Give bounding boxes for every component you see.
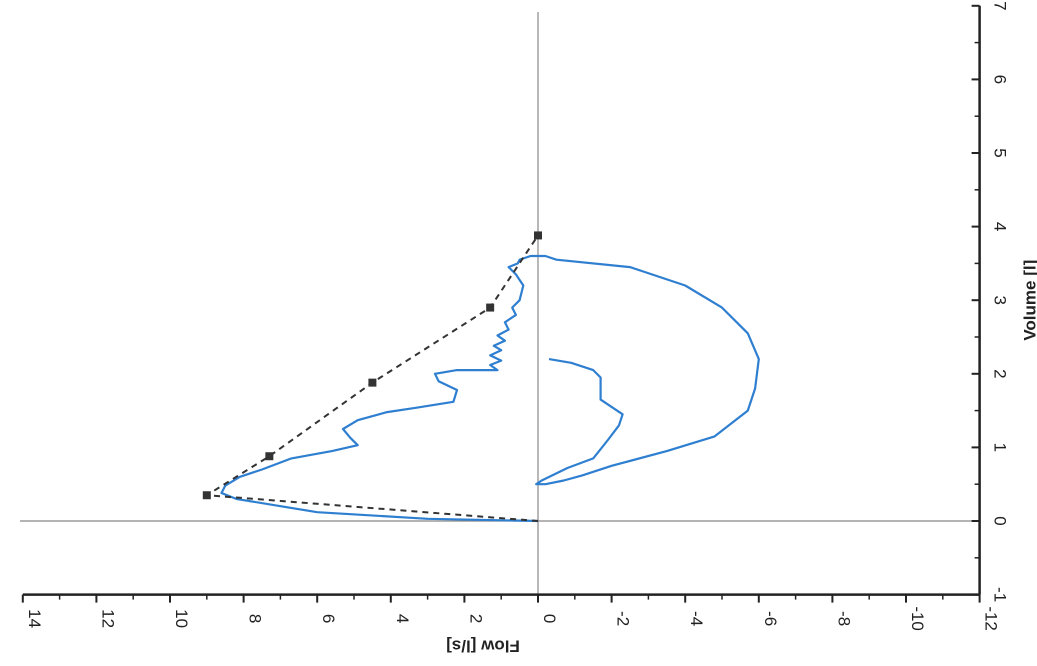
flow-tick-label: 2: [466, 614, 485, 623]
data-series: [202, 231, 760, 523]
flow-tick-label: 8: [246, 614, 265, 623]
volume-tick-label: 0: [991, 516, 1010, 525]
volume-tick-label: -1: [991, 587, 1010, 602]
volume-tick-label: 2: [991, 369, 1010, 378]
flow-tick-label: -8: [834, 611, 853, 626]
flow-tick-label: 0: [540, 614, 559, 623]
flow-axis-title: Flow [l/s]: [446, 637, 520, 656]
volume-tick-label: 4: [991, 222, 1010, 231]
volume-tick-label: 7: [991, 1, 1010, 10]
volume-axis-title: Volume [l]: [1021, 260, 1037, 341]
flow-tick-label: 10: [172, 609, 191, 628]
zero-reference-lines: [20, 12, 980, 595]
flow-tick-label: -10: [908, 606, 927, 631]
predicted-point: [202, 491, 211, 500]
volume-tick-label: 3: [991, 295, 1010, 304]
volume-tick-label: 6: [991, 75, 1010, 84]
predicted-point: [486, 303, 495, 312]
predicted-point: [534, 231, 542, 240]
measured-flow-volume-loop: [220, 254, 760, 523]
flow-tick-label: -6: [761, 611, 780, 626]
volume-tick-label: 1: [991, 443, 1010, 452]
flow-tick-label: 6: [319, 614, 338, 623]
flow-tick-label: 14: [25, 609, 44, 628]
predicted-envelope-line: [203, 234, 539, 522]
predicted-point: [265, 452, 274, 461]
predicted-point: [368, 378, 377, 387]
axes: [22, 5, 981, 596]
tick-marks: [21, 4, 981, 603]
flow-tick-label: 12: [98, 609, 117, 628]
flow-tick-label: 4: [393, 614, 412, 623]
flow-tick-label: -12: [982, 606, 1001, 631]
flow-tick-label: -4: [687, 611, 706, 626]
volume-tick-label: 5: [991, 148, 1010, 157]
flow-tick-label: -2: [614, 611, 633, 626]
